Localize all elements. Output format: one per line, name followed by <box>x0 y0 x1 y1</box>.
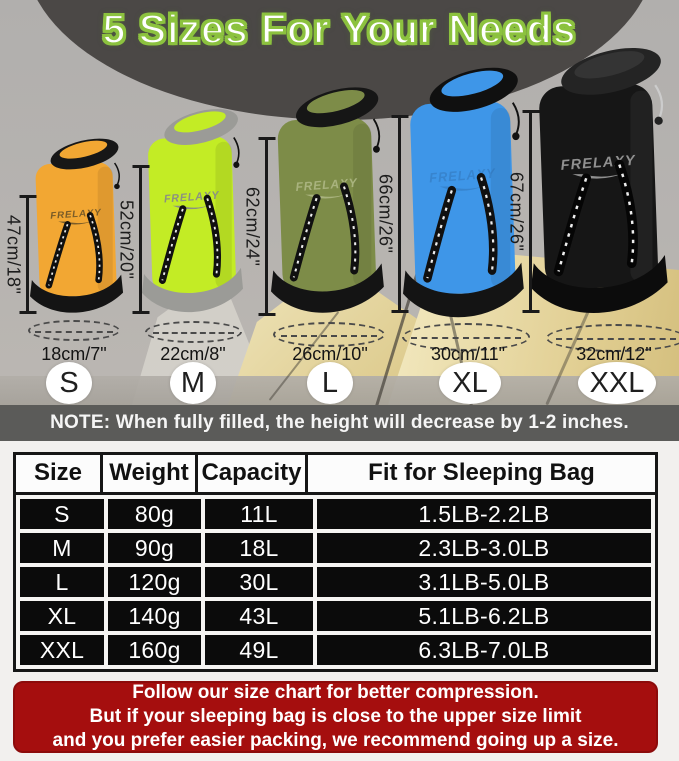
height-label-l: 62cm/24" <box>242 186 263 267</box>
hero-photo-section: 5 Sizes For Your Needs FRELAXY FRELAXY <box>0 0 679 405</box>
size-table: Size Weight Capacity Fit for Sleeping Ba… <box>13 452 658 672</box>
height-label-m: 52cm/20" <box>116 199 137 280</box>
cell-capacity: 18L <box>205 533 313 563</box>
base-ellipse-l <box>273 322 385 347</box>
col-header-fit: Fit for Sleeping Bag <box>368 459 595 486</box>
cell-fit: 1.5LB-2.2LB <box>317 499 651 529</box>
cell-capacity: 30L <box>205 567 313 597</box>
height-measure-line-s <box>26 196 29 313</box>
advice-line: But if your sleeping bag is close to the… <box>89 706 582 727</box>
cell-size: M <box>20 533 104 563</box>
cell-size: XXL <box>20 635 104 665</box>
cell-size: XL <box>20 601 104 631</box>
cell-capacity: 49L <box>205 635 313 665</box>
base-ellipse-xl <box>402 323 530 351</box>
cell-capacity: 11L <box>205 499 313 529</box>
advice-line: and you prefer easier packing, we recomm… <box>52 730 619 751</box>
height-measure-line-xxl <box>529 111 532 312</box>
size-badge-xl: XL <box>439 362 501 404</box>
cell-weight: 120g <box>108 567 201 597</box>
stuff-sack-s-graphic: FRELAXY <box>30 138 124 313</box>
height-label-xl: 66cm/26" <box>375 174 396 254</box>
table-row: M 90g 18L 2.3LB-3.0LB <box>20 533 651 563</box>
height-measure-line-m <box>139 166 142 313</box>
width-label-xxl: 32cm/12" <box>576 344 652 364</box>
table-row: S 80g 11L 1.5LB-2.2LB <box>20 499 651 529</box>
height-label-s: 47cm/18" <box>3 214 24 295</box>
advice-line: Follow our size chart for better compres… <box>132 682 539 703</box>
cell-weight: 140g <box>108 601 201 631</box>
width-label-xl: 30cm/11" <box>430 344 506 364</box>
cell-fit: 2.3LB-3.0LB <box>317 533 651 563</box>
table-row: XL 140g 43L 5.1LB-6.2LB <box>20 601 651 631</box>
table-row: L 120g 30L 3.1LB-5.0LB <box>20 567 651 597</box>
size-badge-s: S <box>46 362 92 404</box>
stuff-sack-xxl-graphic: FRELAXY <box>531 47 668 313</box>
height-measure-line-xl <box>398 116 401 312</box>
cell-weight: 160g <box>108 635 201 665</box>
table-header-row: Size Weight Capacity Fit for Sleeping Ba… <box>16 455 655 495</box>
width-label-m: 22cm/8" <box>160 344 226 364</box>
col-header-capacity: Capacity <box>198 455 308 492</box>
col-header-weight: Weight <box>103 455 198 492</box>
cell-fit: 3.1LB-5.0LB <box>317 567 651 597</box>
stuff-sack-l-graphic: FRELAXY <box>271 87 384 313</box>
note-text: NOTE: When fully filled, the height will… <box>50 412 629 433</box>
height-label-xxl: 67cm/26" <box>506 171 527 252</box>
col-header-size: Size <box>16 455 103 492</box>
page-title: 5 Sizes For Your Needs <box>101 5 577 53</box>
size-badge-l: L <box>307 362 353 404</box>
cell-capacity: 43L <box>205 601 313 631</box>
base-ellipse-s <box>28 320 120 341</box>
cell-weight: 90g <box>108 533 201 563</box>
advice-banner: Follow our size chart for better compres… <box>13 681 658 753</box>
height-measure-line-l <box>265 138 268 315</box>
cell-fit: 5.1LB-6.2LB <box>317 601 651 631</box>
width-label-l: 26cm/10" <box>292 344 368 364</box>
cell-weight: 80g <box>108 499 201 529</box>
stuff-sack-xl-graphic: FRELAXY <box>403 67 524 318</box>
base-ellipse-xxl <box>546 324 679 352</box>
size-badge-xxl: XXL <box>578 362 656 404</box>
cell-fit: 6.3LB-7.0LB <box>317 635 651 665</box>
table-body: S 80g 11L 1.5LB-2.2LB M 90g 18L 2.3LB-3.… <box>16 495 655 669</box>
width-label-s: 18cm/7" <box>41 344 107 364</box>
stuff-sack-m-graphic: FRELAXY <box>142 109 243 313</box>
note-bar: NOTE: When fully filled, the height will… <box>0 405 679 441</box>
size-badge-m: M <box>170 362 216 404</box>
table-row: XXL 160g 49L 6.3LB-7.0LB <box>20 635 651 665</box>
cell-size: S <box>20 499 104 529</box>
cell-size: L <box>20 567 104 597</box>
base-ellipse-m <box>145 321 242 343</box>
